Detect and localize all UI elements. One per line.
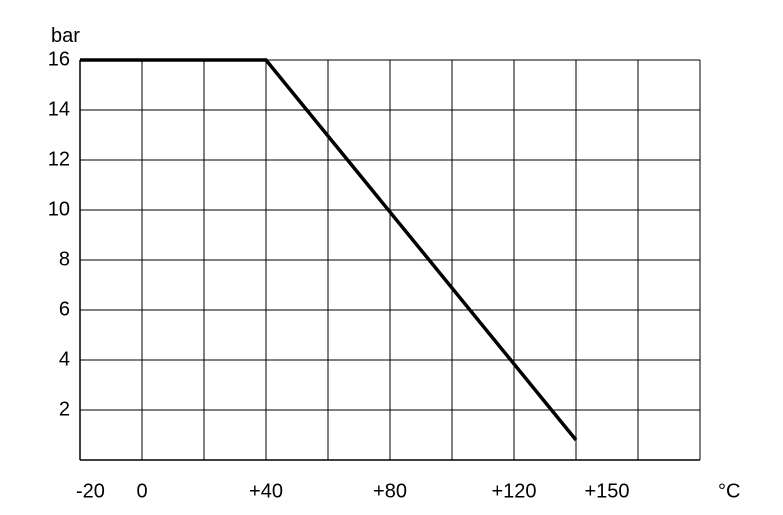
y-tick-label: 4 [59,348,70,370]
y-tick-label: 6 [59,298,70,320]
x-tick-label: +120 [491,481,536,503]
x-tick-label: +80 [373,481,407,503]
y-tick-label: 8 [59,248,70,270]
x-axis-label: °C [718,481,740,503]
y-tick-label: 14 [48,98,70,120]
y-tick-labels: 2 4 6 8 10 12 14 16 [48,48,70,420]
x-tick-label: 0 [136,481,147,503]
x-tick-label: +40 [249,481,283,503]
pressure-temperature-chart: -20 0 +40 +80 +120 +150 2 4 6 8 10 12 14 16 bar °C [0,0,783,515]
x-tick-labels: -20 0 +40 +80 +120 +150 [76,481,630,503]
y-tick-label: 12 [48,148,70,170]
y-tick-label: 2 [59,398,70,420]
y-tick-label: 10 [48,198,70,220]
chart-svg: -20 0 +40 +80 +120 +150 2 4 6 8 10 12 14 16 bar °C [0,0,783,510]
x-tick-label: -20 [76,481,105,503]
chart-grid [80,60,700,460]
x-tick-label: +150 [584,481,629,503]
y-tick-label: 16 [48,48,70,70]
y-axis-label: bar [51,25,80,47]
